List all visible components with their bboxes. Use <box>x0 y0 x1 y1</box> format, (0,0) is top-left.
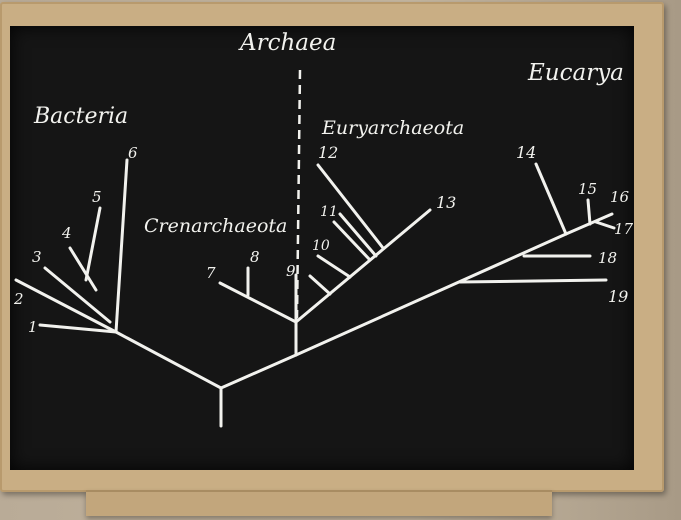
tree-branches <box>14 158 616 428</box>
archaea-divider-line <box>295 69 302 319</box>
leaf-label-10: 10 <box>312 238 330 254</box>
label-euryarchaeota: Euryarchaeota <box>321 117 464 139</box>
leaf-label-7: 7 <box>206 264 216 282</box>
label-bacteria: Bacteria <box>33 104 128 129</box>
label-crenarchaeota: Crenarchaeota <box>144 215 287 237</box>
leaf-label-2: 2 <box>13 290 24 308</box>
leaf-label-9: 9 <box>286 262 296 280</box>
leaf-label-8: 8 <box>250 248 260 266</box>
leaf-label-19: 19 <box>608 287 628 306</box>
leaf-label-4: 4 <box>61 224 72 242</box>
leaf-label-18: 18 <box>598 249 617 267</box>
leaf-label-1: 1 <box>28 318 38 336</box>
label-archaea: Archaea <box>238 30 336 56</box>
leaf-label-13: 13 <box>436 193 456 212</box>
leaf-label-14: 14 <box>516 143 536 162</box>
leaf-label-3: 3 <box>32 248 42 266</box>
leaf-label-12: 12 <box>318 143 338 162</box>
leaf-label-6: 6 <box>128 144 138 162</box>
chalk-ledge <box>86 490 552 516</box>
leaf-label-5: 5 <box>92 188 102 206</box>
leaf-label-16: 16 <box>610 188 630 206</box>
leaf-label-17: 17 <box>614 220 634 238</box>
leaf-label-15: 15 <box>578 180 597 198</box>
chalkboard-surface <box>10 26 634 470</box>
leaf-label-11: 11 <box>320 204 338 220</box>
label-eucarya: Eucarya <box>527 60 624 86</box>
